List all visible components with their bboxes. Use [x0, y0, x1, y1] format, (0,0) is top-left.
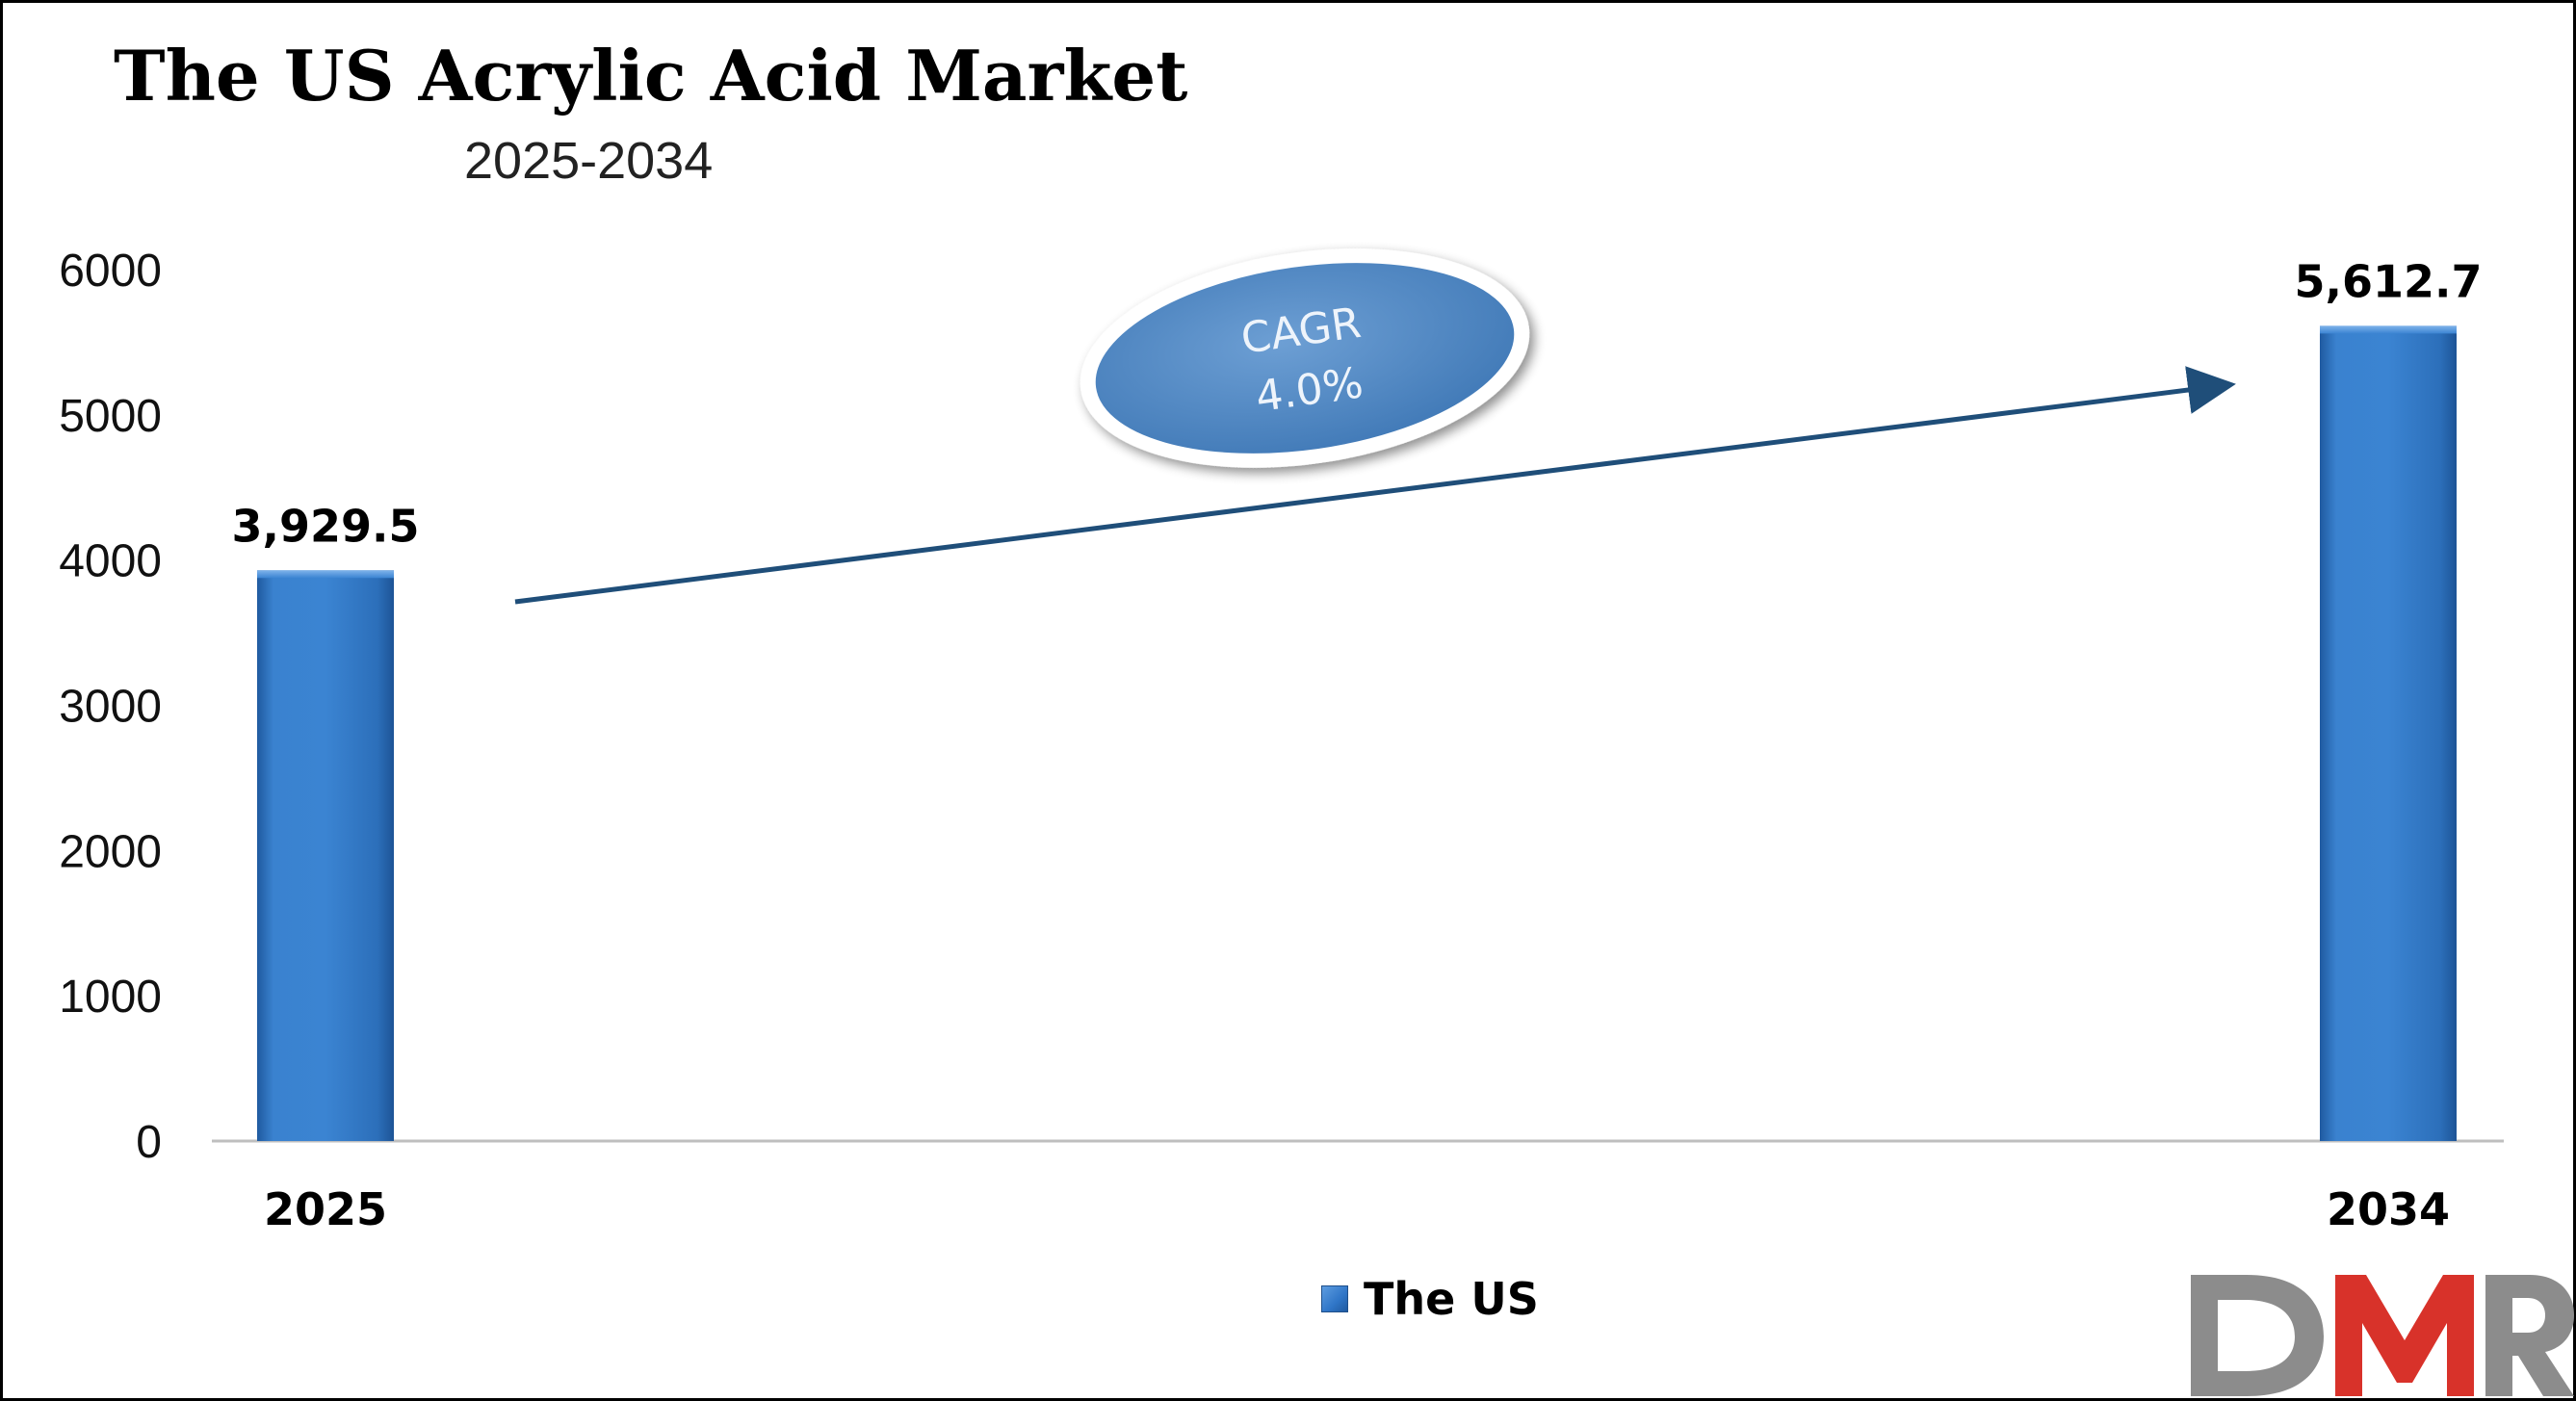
y-axis-ticks: 0 1000 2000 3000 4000 5000 6000	[59, 246, 162, 1168]
legend-swatch	[1321, 1285, 1348, 1312]
chart-title: The US Acrylic Acid Market	[114, 35, 1188, 117]
dmr-logo	[2191, 1275, 2574, 1396]
y-tick-label: 6000	[59, 246, 162, 297]
growth-arrow	[514, 366, 2236, 605]
y-tick-label: 4000	[59, 536, 162, 587]
bar	[2320, 325, 2457, 1142]
y-tick-label: 5000	[59, 391, 162, 442]
y-tick-label: 2000	[59, 826, 162, 877]
logo-letter-r	[2485, 1275, 2574, 1396]
bar-cap	[257, 570, 394, 579]
bar-body	[2320, 325, 2457, 1142]
x-axis-ticks: 2025 2034	[264, 1183, 2450, 1235]
data-labels: 3,929.5 5,612.7	[232, 255, 2483, 552]
logo-letter-m	[2335, 1275, 2474, 1396]
x-tick-label: 2025	[264, 1183, 387, 1235]
bar-cap	[2320, 325, 2457, 334]
data-label: 3,929.5	[232, 500, 420, 552]
logo-letter-d	[2191, 1275, 2324, 1396]
x-tick-label: 2034	[2327, 1183, 2450, 1235]
y-tick-label: 1000	[59, 972, 162, 1023]
bar	[257, 570, 394, 1141]
legend: The US	[1321, 1273, 1539, 1325]
legend-label: The US	[1364, 1273, 1539, 1325]
bar-body	[257, 570, 394, 1141]
y-tick-label: 3000	[59, 682, 162, 733]
cagr-badge: CAGR 4.0%	[1080, 248, 1530, 468]
chart-subtitle: 2025-2034	[464, 132, 714, 190]
data-label: 5,612.7	[2295, 255, 2483, 307]
y-tick-label: 0	[136, 1117, 162, 1168]
bars	[257, 325, 2457, 1142]
